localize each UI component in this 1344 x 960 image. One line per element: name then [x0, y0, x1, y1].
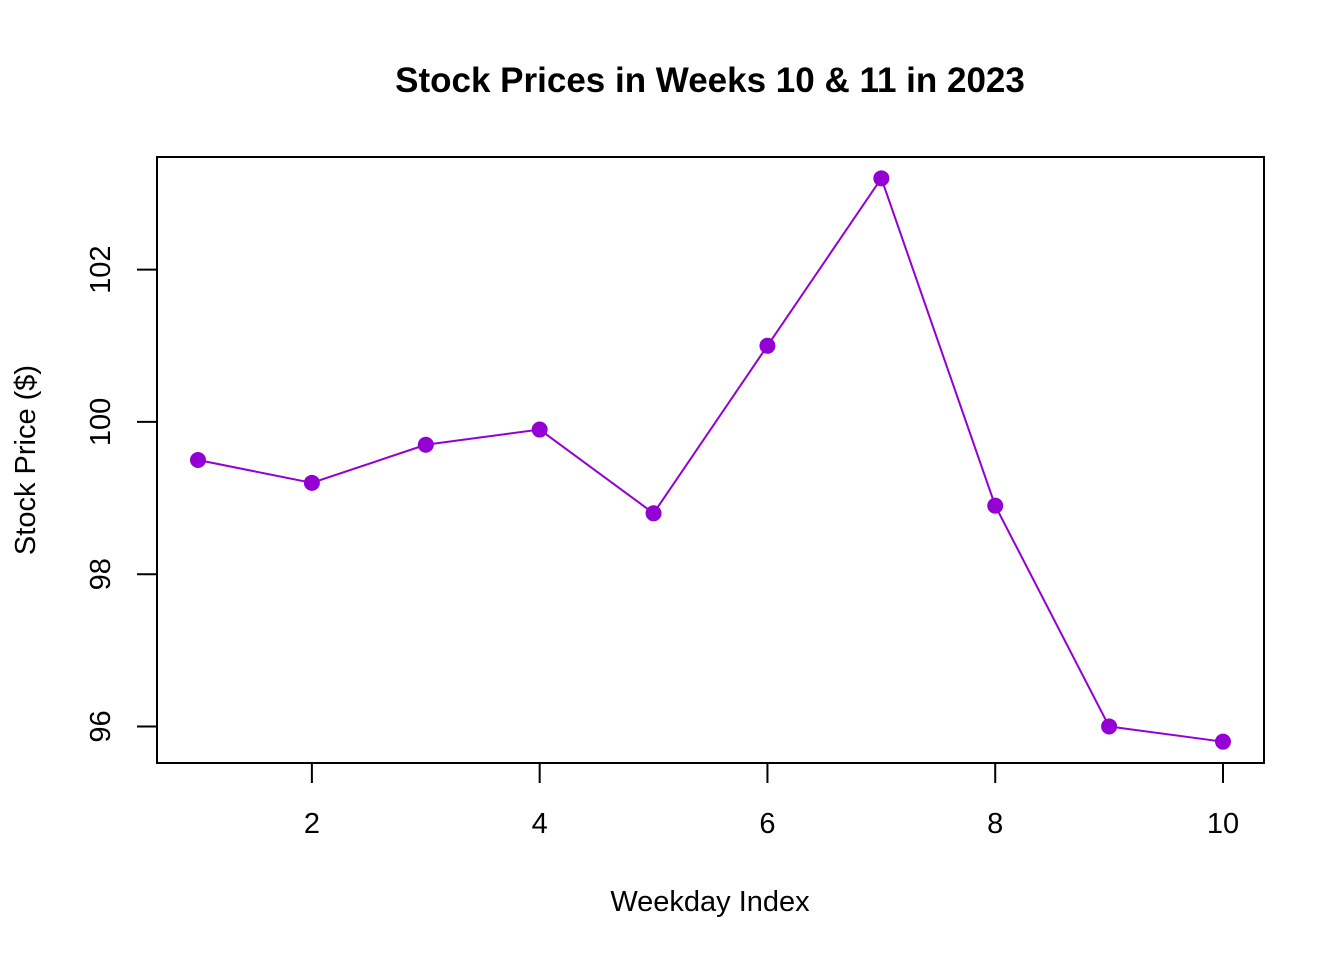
y-tick-label: 102 [85, 245, 117, 293]
plot-frame [156, 156, 1265, 764]
x-axis-title: Weekday Index [610, 886, 810, 918]
x-tick-label: 10 [1207, 808, 1239, 840]
data-point [987, 497, 1004, 514]
x-tick-label: 4 [532, 808, 548, 840]
data-point [303, 474, 320, 491]
y-tick-label: 96 [85, 710, 117, 742]
data-point [759, 337, 776, 354]
x-tick-label: 6 [759, 808, 775, 840]
y-axis: 96 98 100 102 [85, 245, 158, 743]
data-point [190, 452, 206, 468]
series-layer [190, 170, 1231, 750]
chart-title: Stock Prices in Weeks 10 & 11 in 2023 [395, 61, 1025, 100]
data-point [417, 436, 434, 453]
y-axis-title: Stock Price ($) [10, 365, 42, 555]
data-point [531, 421, 548, 438]
series-line [197, 176, 1224, 743]
data-point [1215, 733, 1231, 750]
data-point [873, 170, 890, 187]
x-tick-label: 2 [304, 808, 320, 840]
y-tick-label: 98 [85, 558, 117, 590]
y-tick-label: 100 [85, 398, 117, 446]
data-point [645, 505, 662, 522]
x-axis: 2 4 6 8 10 [304, 762, 1239, 840]
x-tick-label: 8 [987, 808, 1003, 840]
data-point [1101, 718, 1118, 735]
